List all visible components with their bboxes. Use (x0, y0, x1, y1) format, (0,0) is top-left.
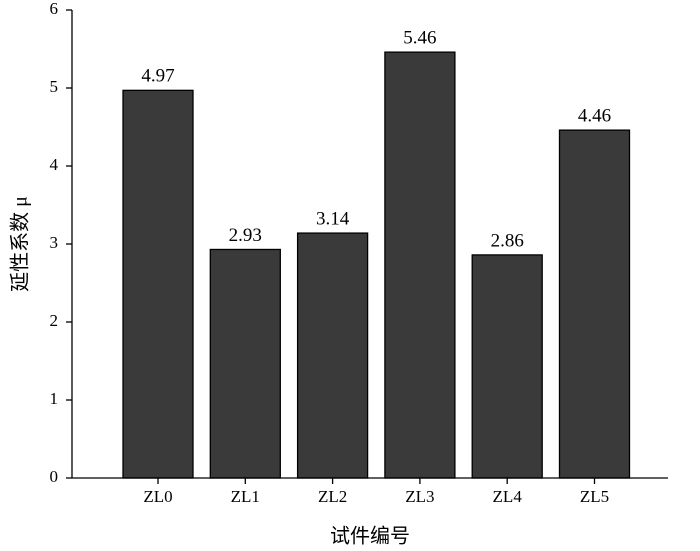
bar (384, 51, 456, 479)
value-label: 4.46 (578, 105, 611, 126)
y-axis-label: 延性系数 μ (9, 196, 32, 292)
bar (209, 248, 281, 479)
y-tick-label: 0 (50, 467, 59, 486)
x-tick-label: ZL4 (493, 487, 523, 506)
bar (558, 129, 631, 479)
bar (471, 254, 543, 479)
value-label: 5.46 (403, 27, 436, 48)
value-label: 3.14 (316, 208, 350, 229)
x-tick-label: ZL1 (231, 487, 260, 506)
y-tick-label: 1 (50, 389, 59, 408)
value-label: 2.93 (229, 225, 262, 246)
x-tick-label: ZL2 (318, 487, 347, 506)
y-tick-label: 6 (50, 0, 59, 18)
value-label: 4.97 (141, 66, 174, 87)
y-tick-label: 4 (50, 155, 59, 174)
x-axis-label: 试件编号 (330, 525, 410, 548)
y-tick-label: 2 (50, 311, 59, 330)
value-label: 2.86 (491, 230, 524, 251)
bar (296, 232, 369, 479)
x-tick-label: ZL5 (580, 487, 609, 506)
x-tick-label: ZL0 (143, 487, 172, 506)
y-tick-label: 3 (50, 233, 59, 252)
y-tick-label: 5 (50, 77, 59, 96)
x-tick-label: ZL3 (405, 487, 434, 506)
bar (122, 89, 194, 479)
